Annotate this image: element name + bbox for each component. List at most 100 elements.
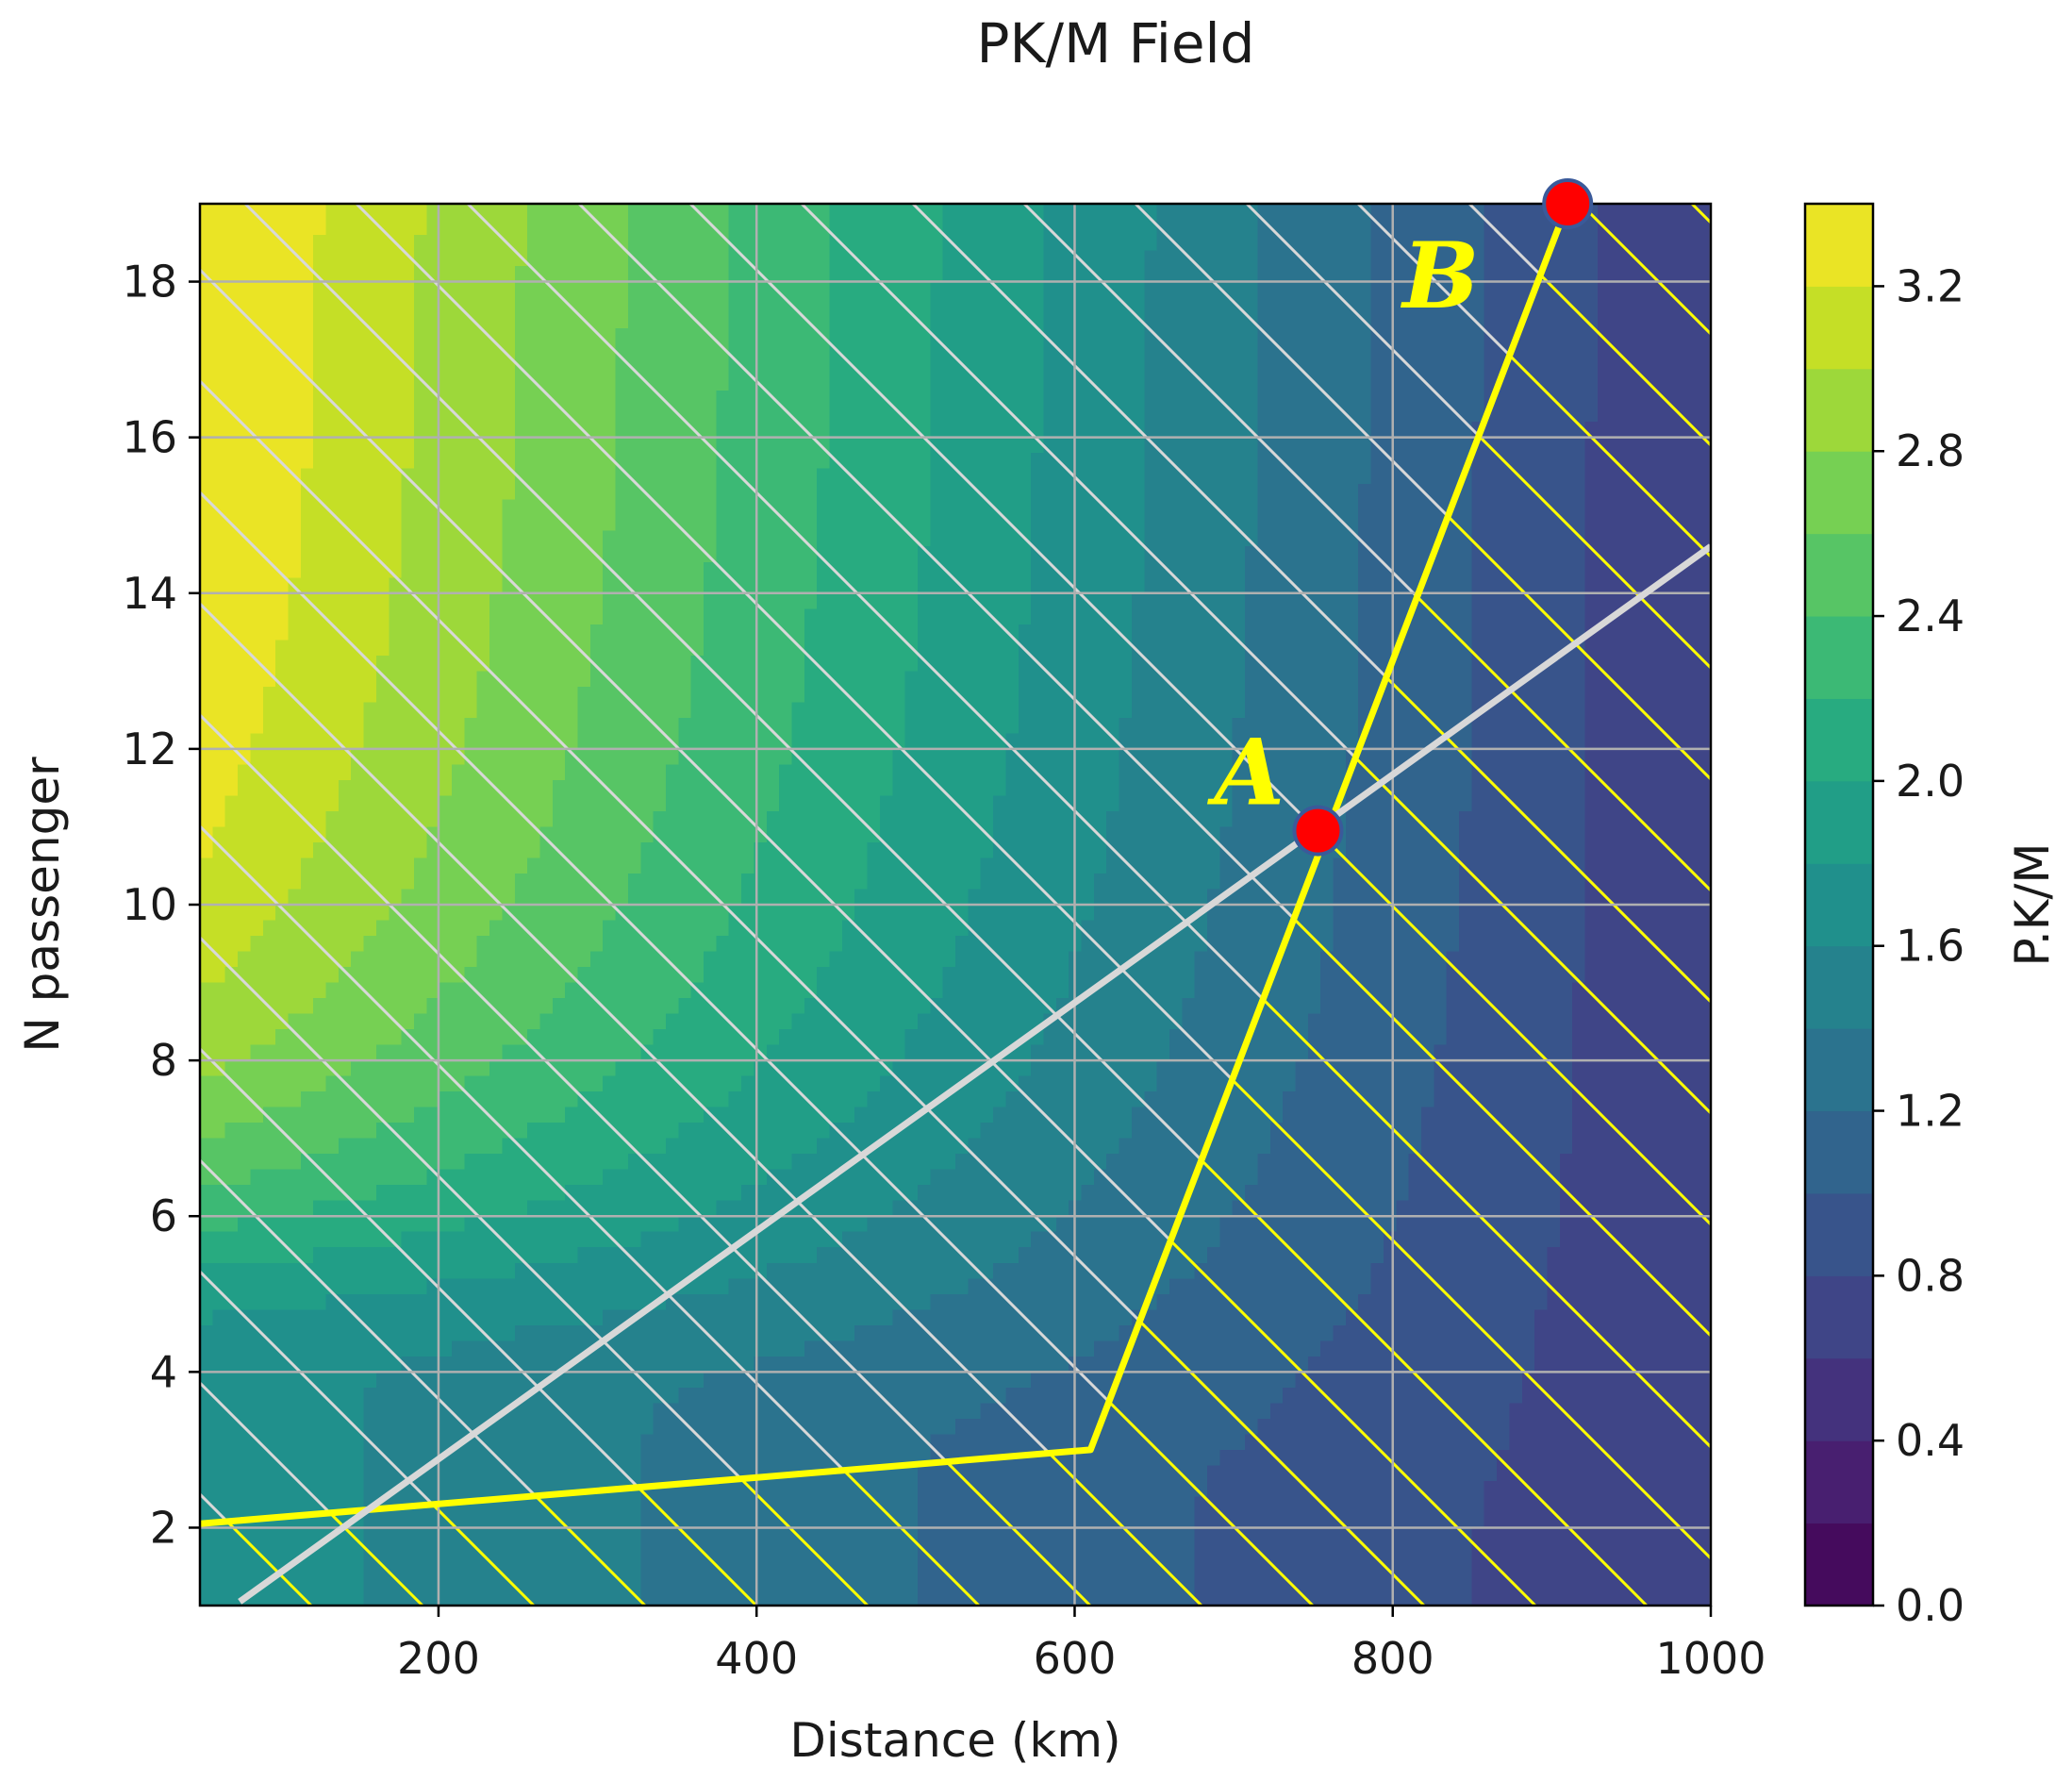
contour-cell	[741, 1418, 754, 1435]
contour-cell	[212, 1278, 226, 1295]
contour-cell	[704, 484, 717, 501]
contour-cell	[678, 702, 692, 719]
contour-cell	[615, 1418, 629, 1435]
contour-cell	[791, 546, 805, 563]
contour-cell	[817, 1542, 831, 1560]
contour-cell	[464, 1403, 478, 1420]
contour-cell	[577, 1107, 591, 1124]
contour-cell	[817, 484, 831, 501]
contour-cell	[791, 1231, 805, 1248]
contour-cell	[439, 1200, 453, 1217]
contour-cell	[275, 1091, 290, 1108]
contour-cell	[879, 328, 893, 345]
contour-cell	[288, 779, 302, 797]
contour-cell	[351, 515, 365, 532]
contour-cell	[892, 702, 906, 719]
contour-cell	[476, 561, 490, 578]
contour-cell	[250, 936, 264, 953]
contour-cell	[804, 1480, 818, 1498]
contour-cell	[653, 733, 667, 750]
contour-cell	[514, 391, 528, 408]
contour-cell	[250, 1185, 264, 1202]
contour-cell	[502, 515, 516, 532]
contour-cell	[867, 795, 881, 812]
contour-cell	[527, 967, 541, 984]
contour-cell	[212, 1449, 226, 1466]
contour-cell	[502, 1185, 516, 1202]
contour-cell	[262, 810, 276, 828]
contour-cell	[238, 1169, 251, 1186]
contour-cell	[552, 1107, 566, 1124]
contour-cell	[363, 406, 377, 423]
contour-cell	[514, 841, 528, 859]
contour-cell	[527, 1309, 541, 1326]
contour-cell	[275, 1309, 290, 1326]
contour-cell	[653, 920, 667, 937]
contour-cell	[401, 920, 415, 937]
contour-cell	[690, 219, 704, 236]
contour-cell	[262, 453, 276, 470]
contour-cell	[690, 1573, 704, 1591]
contour-cell	[841, 1403, 855, 1420]
contour-cell	[288, 748, 302, 765]
contour-cell	[552, 297, 566, 314]
contour-cell	[313, 779, 327, 797]
contour-cell	[375, 1434, 390, 1451]
contour-cell	[502, 1324, 516, 1341]
contour-cell	[791, 1107, 805, 1124]
contour-cell	[476, 1075, 490, 1092]
contour-cell	[502, 1044, 516, 1061]
contour-cell	[476, 204, 490, 221]
contour-cell	[439, 219, 453, 236]
contour-cell	[577, 343, 591, 360]
contour-cell	[502, 297, 516, 314]
contour-cell	[514, 1262, 528, 1279]
contour-cell	[728, 1340, 742, 1357]
contour-cell	[665, 484, 679, 501]
contour-cell	[804, 1138, 818, 1155]
contour-cell	[275, 889, 290, 906]
contour-cell	[653, 1558, 667, 1575]
contour-cell	[665, 1029, 679, 1046]
contour-cell	[766, 1262, 780, 1279]
contour-cell	[854, 343, 869, 360]
contour-cell	[716, 717, 730, 734]
contour-cell	[514, 328, 528, 345]
contour-cell	[716, 312, 730, 329]
contour-cell	[589, 1449, 604, 1466]
contour-cell	[640, 1573, 655, 1591]
contour-cell	[665, 1324, 679, 1341]
contour-cell	[514, 1449, 528, 1466]
contour-cell	[325, 219, 340, 236]
contour-cell	[854, 468, 869, 485]
contour-cell	[439, 1590, 453, 1606]
contour-cell	[879, 779, 893, 797]
contour-cell	[351, 499, 365, 516]
contour-cell	[829, 1356, 843, 1373]
contour-cell	[351, 1247, 365, 1264]
contour-cell	[577, 204, 591, 221]
contour-cell	[690, 266, 704, 283]
contour-cell	[514, 297, 528, 314]
contour-cell	[375, 857, 390, 874]
contour-cell	[262, 1496, 276, 1513]
contour-cell	[502, 312, 516, 329]
contour-cell	[741, 1356, 754, 1373]
contour-cell	[577, 686, 591, 703]
contour-cell	[401, 905, 415, 922]
contour-cell	[741, 967, 754, 984]
contour-cell	[401, 406, 415, 423]
contour-cell	[704, 795, 717, 812]
contour-cell	[200, 1309, 213, 1326]
contour-cell	[704, 1154, 717, 1171]
contour-cell	[690, 795, 704, 812]
contour-cell	[413, 608, 427, 625]
contour-cell	[829, 499, 843, 516]
contour-cell	[426, 1480, 440, 1498]
contour-cell	[527, 733, 541, 750]
contour-cell	[766, 1075, 780, 1092]
contour-cell	[262, 1247, 276, 1264]
contour-cell	[829, 1247, 843, 1264]
contour-cell	[401, 515, 415, 532]
contour-cell	[514, 936, 528, 953]
